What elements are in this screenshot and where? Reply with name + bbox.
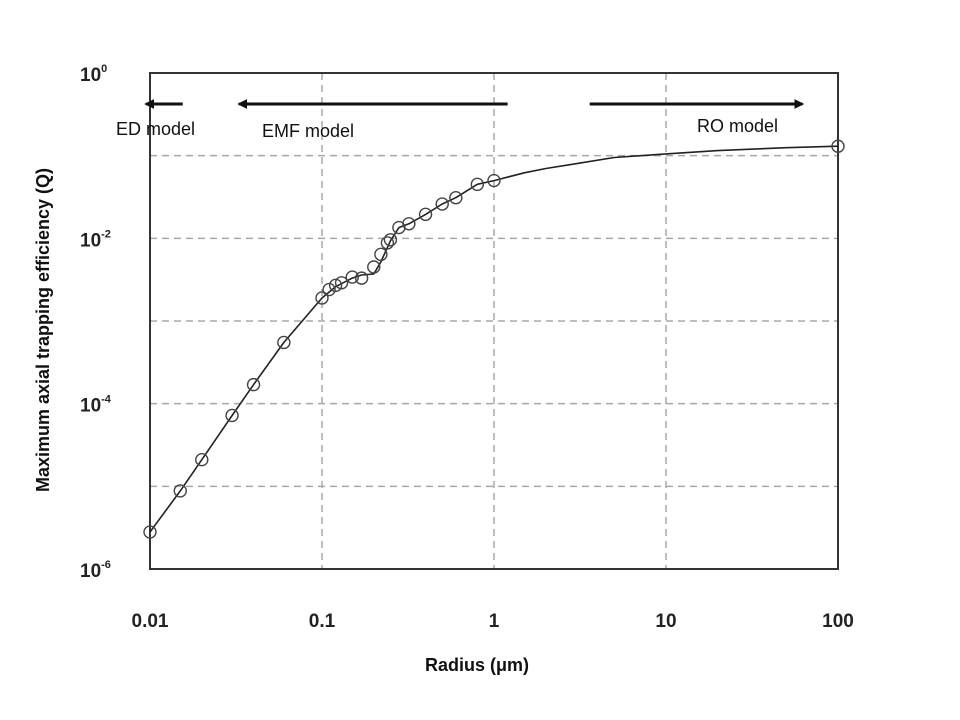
x-tick-label: 0.1 <box>309 611 336 632</box>
annotations: ED model EMF model RO model <box>116 104 802 141</box>
x-tick-label: 100 <box>822 611 854 632</box>
x-tick-label: 0.01 <box>132 611 169 632</box>
x-tick-labels: 0.01 0.1 1 10 100 <box>132 611 854 632</box>
data-point <box>356 272 368 284</box>
grid <box>150 73 838 569</box>
x-axis-label: Radius (μm) <box>425 655 529 675</box>
y-tick-labels: 100 10-2 10-4 10-6 <box>80 63 112 582</box>
x-tick-label: 1 <box>489 611 500 632</box>
y-tick-label: 10-6 <box>80 559 111 582</box>
y-axis-label: Maximum axial trapping efficiency (Q) <box>33 168 53 492</box>
y-tick-label: 100 <box>80 63 107 86</box>
annotation-label: RO model <box>697 116 778 136</box>
annotation-label: EMF model <box>262 121 354 141</box>
y-tick-label: 10-2 <box>80 228 111 251</box>
x-tick-label: 10 <box>655 611 676 632</box>
annotation-label: ED model <box>116 119 195 139</box>
y-tick-label: 10-4 <box>80 394 112 417</box>
